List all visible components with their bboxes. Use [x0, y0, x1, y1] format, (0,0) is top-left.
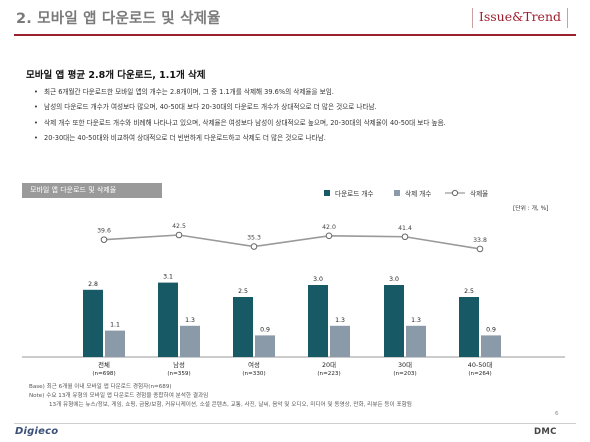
data-label-deletes: 0.9 [260, 326, 270, 333]
bar-downloads [83, 289, 103, 357]
data-label-delete-rate: 42.0 [322, 224, 336, 231]
header-rule [14, 34, 576, 36]
x-tick-label: 30대 [398, 361, 412, 369]
point-delete-rate [401, 233, 409, 241]
legend-label-deletes: 삭제 개수 [405, 190, 432, 198]
x-tick-label: 40-50대 [468, 361, 493, 369]
data-label-downloads: 2.5 [464, 288, 474, 295]
data-label-downloads: 3.0 [389, 276, 399, 283]
bullet-item: 최근 6개월간 다운로드한 모바일 앱의 개수는 2.8개이며, 그 중 1.1… [34, 88, 574, 97]
bar-downloads [459, 297, 479, 357]
bullet-list: 최근 6개월간 다운로드한 모바일 앱의 개수는 2.8개이며, 그 중 1.1… [34, 88, 574, 149]
bar-deletes [481, 335, 501, 357]
data-label-downloads: 2.8 [88, 281, 98, 288]
x-tick-note: (n=698) [92, 371, 115, 377]
footnote-note-detail: 13개 유형에는 뉴스/정보, 게임, 쇼핑, 금융/보험, 커뮤니케이션, 소… [49, 402, 412, 408]
page-number: 6 [555, 411, 559, 417]
x-tick-label: 남성 [173, 360, 185, 369]
data-label-deletes: 1.3 [335, 317, 345, 324]
bar-downloads [308, 285, 328, 357]
x-tick-label: 20대 [322, 361, 336, 369]
data-label-deletes: 0.9 [486, 326, 496, 333]
header-bar: 2. 모바일 앱 다운로드 및 삭제율 Issue&Trend [0, 0, 590, 38]
bar-downloads [233, 297, 253, 357]
point-delete-rate [476, 245, 484, 253]
point-delete-rate [100, 236, 108, 243]
unit-note: [단위 : 개, %] [513, 206, 549, 212]
footer-logo-right: DMC [534, 427, 557, 437]
bar-deletes [330, 325, 350, 357]
data-label-deletes: 1.3 [185, 317, 195, 324]
bullet-item: 20-30대는 40-50대와 비교하여 상대적으로 더 빈번하게 다운로드하고… [34, 134, 574, 143]
legend-label-downloads: 다운로드 개수 [335, 190, 374, 198]
data-label-delete-rate: 42.5 [172, 223, 186, 230]
brand-badge: Issue&Trend [471, 8, 568, 28]
data-label-delete-rate: 33.8 [473, 237, 487, 244]
data-label-downloads: 2.5 [238, 288, 248, 295]
section-subtitle: 모바일 앱 평균 2.8개 다운로드, 1.1개 삭제 [26, 70, 206, 81]
legend-line-marker-icon [445, 189, 465, 197]
data-label-downloads: 3.1 [163, 274, 173, 281]
x-tick-note: (n=330) [242, 371, 265, 377]
x-tick-note: (n=359) [167, 371, 190, 377]
bar-deletes [255, 335, 275, 357]
x-tick-note: (n=203) [393, 371, 416, 377]
point-delete-rate [325, 232, 333, 240]
x-tick-note: (n=264) [468, 371, 491, 377]
chart-tag: 모바일 앱 다운로드 및 삭제율 [22, 183, 162, 198]
data-label-delete-rate: 39.6 [97, 228, 111, 235]
legend-swatch-deletes [394, 190, 400, 196]
bar-deletes [406, 325, 426, 357]
point-delete-rate [250, 243, 258, 250]
footnote-note: Note) 수요 13개 유형의 모바일 앱 다운로드 경험을 종합하여 분석한… [29, 393, 209, 399]
data-label-deletes: 1.1 [110, 322, 120, 329]
bullet-item: 남성의 다운로드 개수가 여성보다 많으며, 40-50대 보다 20-30대의… [34, 103, 574, 112]
chart-plot: 2.8 1.1 전체 (n=698) 3.1 1.3 남성 (n=359) 2.5 0.9 여성 (n… [22, 223, 565, 377]
point-delete-rate [175, 231, 183, 239]
data-label-deletes: 1.3 [411, 317, 421, 324]
bar-downloads [158, 282, 178, 357]
footnote-base: Base) 최근 6개월 이내 모바일 앱 다운로드 경험자(n=689) [29, 384, 172, 390]
x-tick-label: 전체 [98, 360, 110, 369]
footer-logo-left: Digieco [15, 426, 59, 437]
legend-label-delete-rate: 삭제율 [470, 190, 489, 198]
x-tick-note: (n=223) [317, 371, 340, 377]
line-delete-rate [103, 234, 481, 250]
data-label-delete-rate: 41.4 [398, 225, 412, 232]
legend-swatch-downloads [324, 190, 330, 196]
bar-downloads [384, 285, 404, 357]
data-label-downloads: 3.0 [313, 276, 323, 283]
page-title: 2. 모바일 앱 다운로드 및 삭제율 [16, 11, 221, 27]
data-label-delete-rate: 35.3 [247, 235, 261, 242]
footer-rule [14, 423, 576, 424]
bar-deletes [180, 325, 200, 357]
bullet-item: 삭제 개수 또한 다운로드 개수와 비례해 나타나고 있으며, 삭제율은 여성보… [34, 119, 574, 128]
bar-deletes [105, 330, 125, 357]
x-tick-label: 여성 [248, 360, 260, 369]
